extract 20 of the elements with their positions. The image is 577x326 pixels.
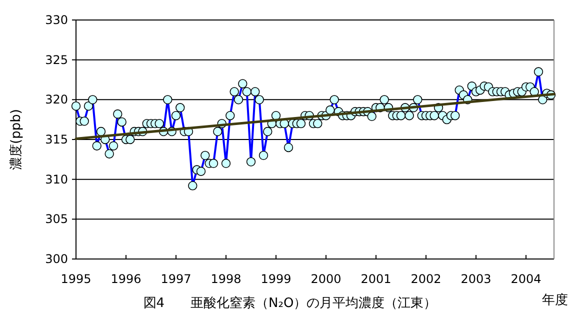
y-tick-label: 315 (45, 132, 68, 146)
y-tick-label: 330 (45, 13, 68, 27)
y-tick-label: 320 (45, 92, 68, 107)
x-axis-title: 年度 (542, 292, 568, 308)
x-tick-label: 2003 (460, 272, 492, 286)
x-tick-label: 2001 (360, 272, 392, 286)
x-tick-label: 1995 (60, 272, 92, 286)
y-tick-label: 300 (45, 252, 68, 266)
x-tick-label: 2002 (410, 272, 442, 286)
x-tick-label: 1999 (260, 272, 292, 286)
x-tick-label: 2004 (510, 272, 542, 286)
text: 図4 亜酸化窒素（N₂O）の月平均濃度（江東） (143, 295, 437, 311)
x-tick-label: 1996 (110, 272, 142, 286)
x-tick-label: 1997 (160, 272, 192, 286)
x-tick-label: 1998 (210, 272, 242, 286)
y-axis-title: 濃度(ppb) (8, 109, 24, 170)
x-tick-label: 2000 (310, 272, 342, 286)
y-tick-label: 310 (45, 172, 68, 186)
y-tick-label: 325 (45, 52, 68, 67)
y-tick-label: 305 (45, 212, 68, 226)
